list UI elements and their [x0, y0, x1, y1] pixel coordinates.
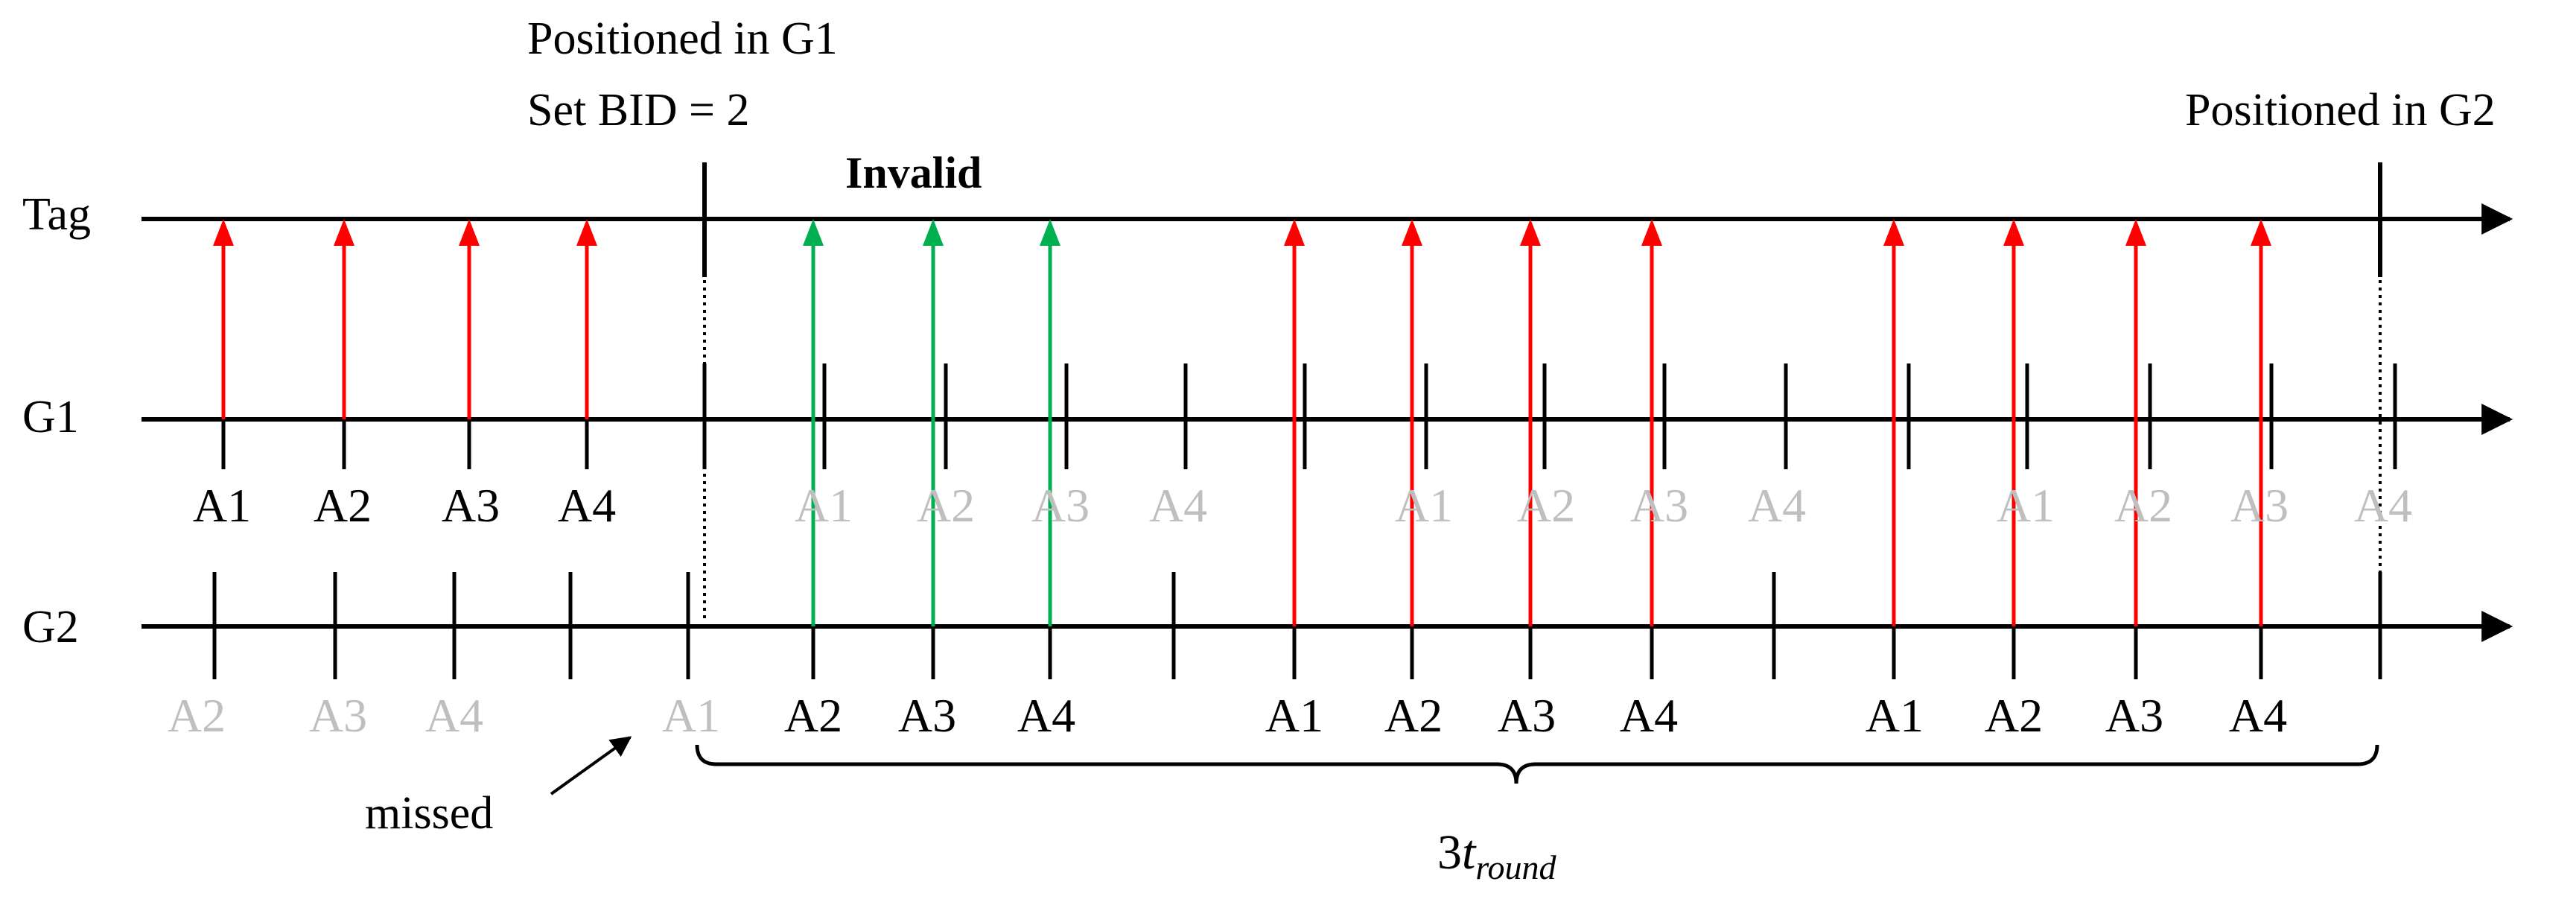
arrow-head [923, 219, 944, 246]
g2-slot-label: A3 [1498, 689, 1556, 742]
arrow-head [576, 219, 597, 246]
g2-slot-label: A3 [309, 689, 367, 742]
arrow-head [803, 219, 824, 246]
arrow-head [334, 219, 354, 246]
arrow-head [1641, 219, 1662, 246]
g1-slot-label: A1 [1997, 479, 2055, 532]
g1-slot-label: A2 [314, 479, 372, 532]
g2-position-label: Positioned in G2 [2185, 85, 2496, 136]
g1-slot-label: A4 [558, 479, 616, 532]
g2-slot-label: A4 [425, 689, 483, 742]
g1-position-label: Positioned in G1 [527, 13, 838, 64]
g1-slot-label: A3 [2230, 479, 2289, 532]
g2-slot-label: A1 [1866, 689, 1924, 742]
set-bid-label: Set BID = 2 [527, 85, 749, 136]
g1-slot-label: A2 [2114, 479, 2172, 532]
duration-brace [695, 744, 2379, 784]
g2-slot-label: A2 [1384, 689, 1443, 742]
g1-slot-labels: A1 A2 A3 A4 A1 A2 A3 A4 A1 A2 A3 A4 A1 A2 A3 A4 [193, 479, 2412, 532]
g2-slot-label: A4 [1017, 689, 1075, 742]
g2-slot-label: A4 [1620, 689, 1678, 742]
missed-pointer [550, 736, 632, 795]
arrow-head [1883, 219, 1904, 246]
g2-slot-label: A2 [1985, 689, 2043, 742]
g1-slot-label: A1 [193, 479, 251, 532]
duration-label: 3tround [1437, 825, 1557, 886]
arrow-head [2251, 219, 2271, 246]
row-label-g1: G1 [22, 392, 79, 442]
g1-slot-label: A4 [1149, 479, 1207, 532]
g2-slot-labels: A2 A3 A4 A1 A2 A3 A4 A1 A2 A3 A4 A1 A2 A3 A4 [168, 689, 2287, 742]
arrow-head [1402, 219, 1422, 246]
arrow-head [1520, 219, 1541, 246]
tag-reply-arrows [213, 219, 2271, 626]
missed-label: missed [365, 788, 493, 839]
g1-slot-label: A3 [1630, 479, 1688, 532]
arrow-head [459, 219, 480, 246]
arrow-head [1284, 219, 1305, 246]
g2-slot-label: A2 [784, 689, 842, 742]
g1-slot-label: A3 [442, 479, 500, 532]
arrow-head [2125, 219, 2146, 246]
g1-slot-label: A2 [1517, 479, 1575, 532]
invalid-label: Invalid [845, 148, 982, 197]
g1-slot-label: A4 [2354, 479, 2412, 532]
row-label-g2: G2 [22, 602, 79, 652]
arrow-head [2003, 219, 2024, 246]
g2-slot-label: A3 [2105, 689, 2163, 742]
g2-slot-label: A1 [1265, 689, 1323, 742]
g1-slot-label: A2 [917, 479, 975, 532]
arrow-head [213, 219, 234, 246]
g2-slot-label: A1 [662, 689, 720, 742]
g1-slot-label: A1 [795, 479, 853, 532]
g1-slot-label: A4 [1748, 479, 1806, 532]
g2-slot-label: A4 [2229, 689, 2287, 742]
g1-slot-label: A3 [1031, 479, 1090, 532]
row-label-tag: Tag [22, 189, 91, 240]
g1-ticks [221, 363, 2397, 469]
g2-slot-label: A2 [168, 689, 226, 742]
g1-slot-label: A1 [1395, 479, 1453, 532]
arrow-head [1040, 219, 1060, 246]
g2-slot-label: A3 [898, 689, 956, 742]
